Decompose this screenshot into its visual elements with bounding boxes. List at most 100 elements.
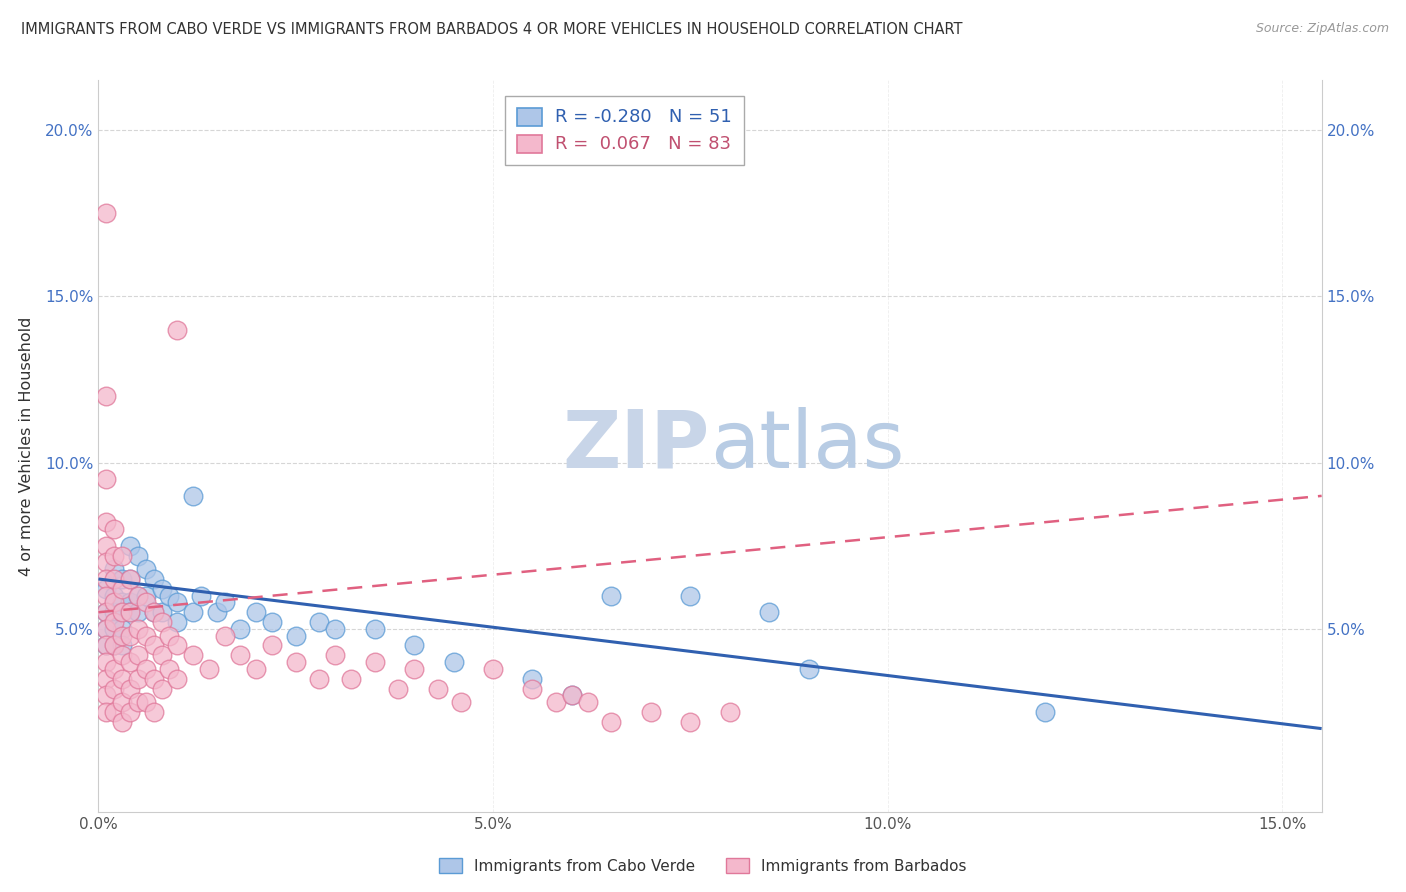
Point <box>482 662 505 676</box>
Point <box>758 605 780 619</box>
Point <box>205 605 228 619</box>
Point <box>426 681 449 696</box>
Point <box>260 639 283 653</box>
Point <box>679 589 702 603</box>
Point <box>640 705 662 719</box>
Point <box>600 589 623 603</box>
Point <box>159 662 181 676</box>
Legend: Immigrants from Cabo Verde, Immigrants from Barbados: Immigrants from Cabo Verde, Immigrants f… <box>433 852 973 880</box>
Point <box>118 628 141 642</box>
Point <box>561 689 583 703</box>
Point <box>214 595 236 609</box>
Point <box>118 595 141 609</box>
Point <box>103 589 125 603</box>
Point <box>96 622 118 636</box>
Point <box>166 615 188 630</box>
Point <box>127 672 149 686</box>
Point <box>111 572 134 586</box>
Point <box>111 622 134 636</box>
Point <box>111 648 134 663</box>
Point <box>142 605 165 619</box>
Point <box>111 714 134 729</box>
Point <box>103 522 125 536</box>
Point <box>111 605 134 619</box>
Point <box>127 605 149 619</box>
Point <box>181 489 204 503</box>
Point <box>522 681 544 696</box>
Text: ZIP: ZIP <box>562 407 710 485</box>
Point <box>103 639 125 653</box>
Point <box>142 605 165 619</box>
Point <box>284 628 307 642</box>
Point <box>127 549 149 563</box>
Point <box>96 472 118 486</box>
Point <box>118 539 141 553</box>
Point <box>363 622 385 636</box>
Point <box>166 595 188 609</box>
Point <box>111 639 134 653</box>
Point <box>142 705 165 719</box>
Point <box>150 681 173 696</box>
Point <box>576 695 599 709</box>
Point <box>387 681 409 696</box>
Point <box>260 615 283 630</box>
Point <box>103 681 125 696</box>
Point <box>118 705 141 719</box>
Point <box>546 695 568 709</box>
Point <box>522 672 544 686</box>
Point <box>118 681 141 696</box>
Point <box>111 595 134 609</box>
Point <box>96 206 118 220</box>
Point <box>103 595 125 609</box>
Point <box>127 589 149 603</box>
Point <box>718 705 741 719</box>
Point <box>96 605 118 619</box>
Point <box>308 672 330 686</box>
Point <box>561 689 583 703</box>
Point <box>443 655 465 669</box>
Point <box>103 622 125 636</box>
Point <box>103 705 125 719</box>
Point <box>450 695 472 709</box>
Point <box>181 605 204 619</box>
Point <box>166 323 188 337</box>
Point <box>96 539 118 553</box>
Point <box>118 655 141 669</box>
Point <box>150 648 173 663</box>
Y-axis label: 4 or more Vehicles in Household: 4 or more Vehicles in Household <box>20 317 34 575</box>
Point <box>103 562 125 576</box>
Point <box>142 639 165 653</box>
Point <box>190 589 212 603</box>
Point <box>111 672 134 686</box>
Point <box>1035 705 1057 719</box>
Point <box>103 572 125 586</box>
Point <box>96 589 118 603</box>
Point <box>214 628 236 642</box>
Point <box>135 662 157 676</box>
Point <box>127 622 149 636</box>
Point <box>96 672 118 686</box>
Point <box>111 549 134 563</box>
Point <box>118 572 141 586</box>
Point <box>340 672 363 686</box>
Point <box>96 605 118 619</box>
Point <box>159 589 181 603</box>
Point <box>323 648 346 663</box>
Point <box>103 662 125 676</box>
Point <box>245 662 267 676</box>
Point <box>111 605 134 619</box>
Point <box>111 628 134 642</box>
Point <box>308 615 330 630</box>
Point <box>363 655 385 669</box>
Point <box>142 572 165 586</box>
Point <box>150 582 173 596</box>
Point <box>103 615 125 630</box>
Point <box>150 605 173 619</box>
Point <box>679 714 702 729</box>
Point <box>245 605 267 619</box>
Legend: R = -0.280   N = 51, R =  0.067   N = 83: R = -0.280 N = 51, R = 0.067 N = 83 <box>505 96 744 165</box>
Point <box>103 605 125 619</box>
Point <box>135 695 157 709</box>
Point <box>797 662 820 676</box>
Point <box>103 639 125 653</box>
